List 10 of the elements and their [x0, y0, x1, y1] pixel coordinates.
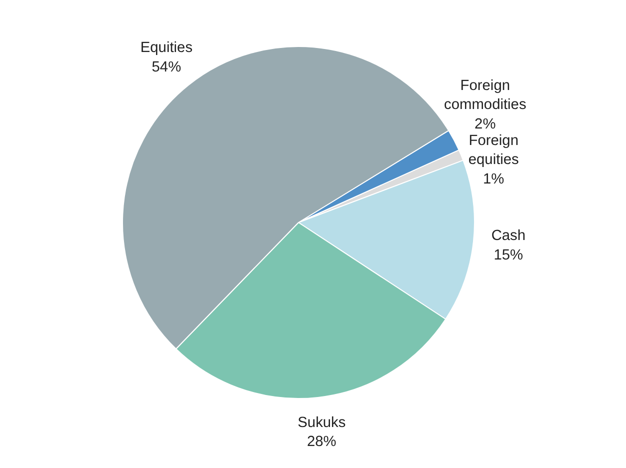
data-label: 15%: [494, 247, 524, 264]
slice-label: Sukuks: [298, 414, 346, 431]
slice-label: Equities: [140, 40, 193, 56]
slice-label: Foreign equities: [468, 132, 519, 168]
data-label: 1%: [483, 171, 504, 188]
data-label: 54%: [152, 59, 182, 76]
data-label: 2%: [474, 116, 496, 132]
slice-label: Foreign commodities: [444, 78, 526, 114]
data-label: 28%: [307, 434, 336, 450]
slice-label: Cash: [491, 228, 526, 244]
